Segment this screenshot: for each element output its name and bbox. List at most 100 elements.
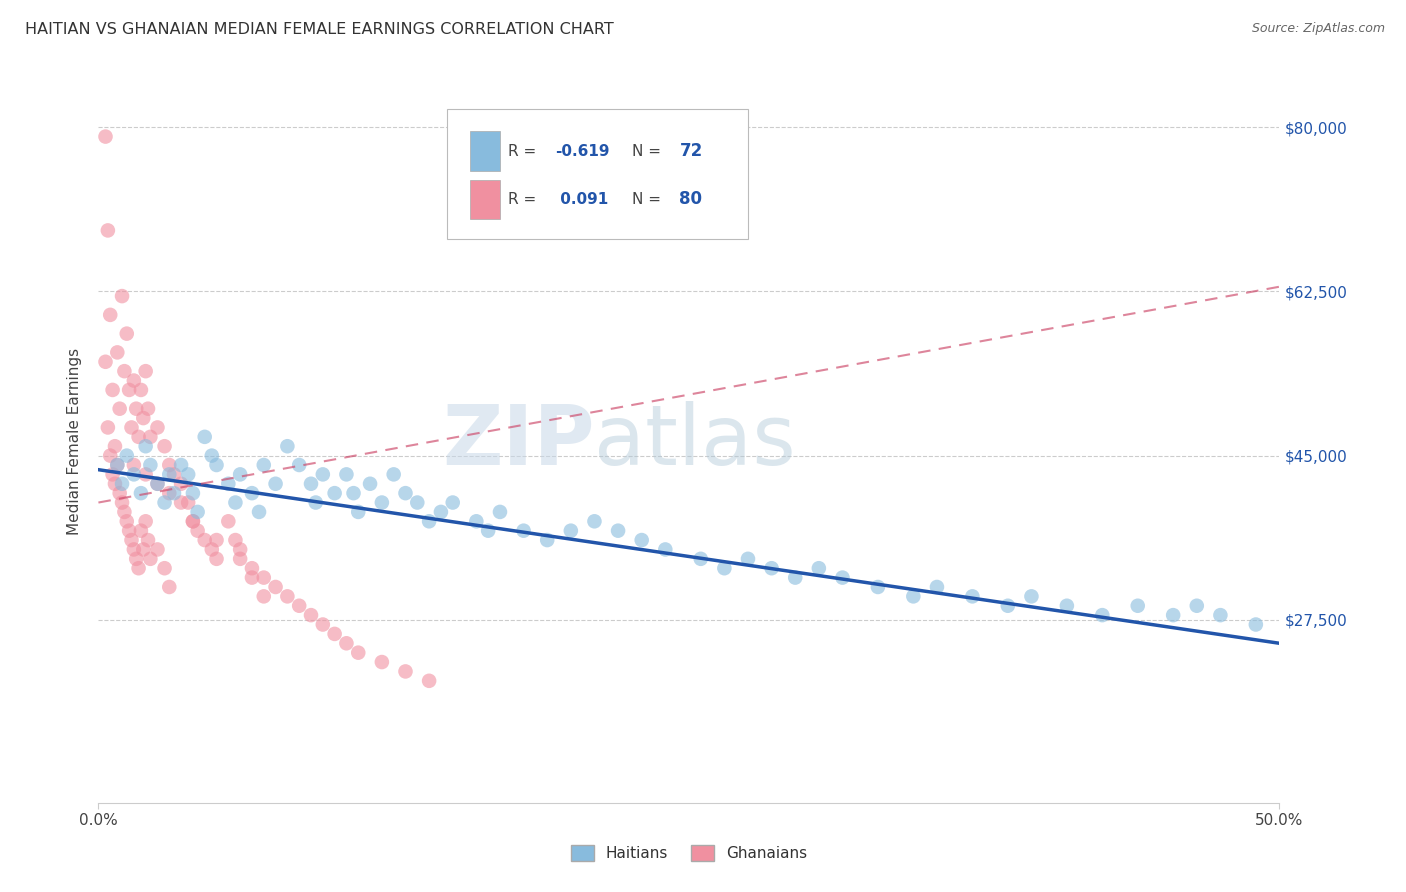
Point xyxy=(201,542,224,557)
Point xyxy=(146,476,169,491)
Point xyxy=(104,439,127,453)
Point xyxy=(136,401,159,416)
Point xyxy=(108,486,131,500)
Point xyxy=(394,486,416,500)
Point xyxy=(418,514,440,528)
Point xyxy=(1244,617,1267,632)
Text: ZIP: ZIP xyxy=(441,401,595,482)
Point xyxy=(177,467,200,482)
Point xyxy=(713,561,735,575)
Point xyxy=(132,411,155,425)
Point xyxy=(785,571,807,585)
Point xyxy=(512,524,534,538)
Point xyxy=(135,514,157,528)
Point xyxy=(430,505,453,519)
Point xyxy=(253,571,276,585)
Point xyxy=(925,580,948,594)
Point xyxy=(229,551,252,566)
Point xyxy=(112,505,135,519)
Point xyxy=(118,524,141,538)
FancyBboxPatch shape xyxy=(471,179,501,219)
Point xyxy=(1091,608,1114,623)
Text: -0.619: -0.619 xyxy=(555,144,610,159)
Point xyxy=(962,590,984,604)
Point xyxy=(139,458,162,472)
Point xyxy=(342,486,364,500)
Point xyxy=(111,289,134,303)
Point xyxy=(136,533,159,547)
Text: atlas: atlas xyxy=(595,401,796,482)
Point xyxy=(205,551,228,566)
Point xyxy=(111,476,134,491)
Point xyxy=(371,495,394,509)
Point xyxy=(347,646,370,660)
Point xyxy=(129,383,152,397)
Point xyxy=(129,524,152,538)
Legend: Haitians, Ghanaians: Haitians, Ghanaians xyxy=(564,839,814,867)
Point xyxy=(153,439,176,453)
Point xyxy=(187,505,209,519)
Point xyxy=(276,590,298,604)
Point xyxy=(105,345,128,359)
Point xyxy=(299,608,322,623)
Point xyxy=(560,524,582,538)
Point xyxy=(831,571,853,585)
FancyBboxPatch shape xyxy=(447,109,748,239)
Point xyxy=(264,580,287,594)
Point xyxy=(288,458,311,472)
Point xyxy=(1056,599,1078,613)
Point xyxy=(359,476,381,491)
Point xyxy=(299,476,322,491)
Point xyxy=(441,495,464,509)
Point xyxy=(170,495,193,509)
Point xyxy=(122,542,145,557)
Point xyxy=(382,467,405,482)
Point xyxy=(583,514,606,528)
Point xyxy=(98,308,121,322)
Point xyxy=(132,542,155,557)
Text: N =: N = xyxy=(633,192,666,207)
Point xyxy=(170,458,193,472)
Point xyxy=(305,495,328,509)
Point xyxy=(406,495,429,509)
FancyBboxPatch shape xyxy=(471,131,501,171)
Point xyxy=(118,383,141,397)
Point xyxy=(903,590,925,604)
Point xyxy=(181,514,204,528)
Point xyxy=(323,486,346,500)
Point xyxy=(253,458,276,472)
Point xyxy=(115,326,138,341)
Point xyxy=(312,617,335,632)
Text: R =: R = xyxy=(508,144,541,159)
Text: 0.091: 0.091 xyxy=(555,192,609,207)
Point xyxy=(112,364,135,378)
Point xyxy=(1021,590,1043,604)
Point xyxy=(105,458,128,472)
Text: HAITIAN VS GHANAIAN MEDIAN FEMALE EARNINGS CORRELATION CHART: HAITIAN VS GHANAIAN MEDIAN FEMALE EARNIN… xyxy=(25,22,614,37)
Point xyxy=(536,533,558,547)
Point xyxy=(121,420,143,434)
Point xyxy=(181,486,204,500)
Point xyxy=(997,599,1019,613)
Point xyxy=(371,655,394,669)
Point xyxy=(108,401,131,416)
Point xyxy=(323,627,346,641)
Point xyxy=(335,467,357,482)
Point xyxy=(205,458,228,472)
Point xyxy=(111,495,134,509)
Point xyxy=(181,514,204,528)
Point xyxy=(187,524,209,538)
Point xyxy=(194,533,217,547)
Point xyxy=(128,430,150,444)
Point xyxy=(139,551,162,566)
Point xyxy=(98,449,121,463)
Point xyxy=(761,561,783,575)
Point xyxy=(465,514,488,528)
Point xyxy=(105,458,128,472)
Point xyxy=(866,580,889,594)
Point xyxy=(139,430,162,444)
Point xyxy=(217,476,239,491)
Text: N =: N = xyxy=(633,144,666,159)
Point xyxy=(737,551,759,566)
Point xyxy=(630,533,652,547)
